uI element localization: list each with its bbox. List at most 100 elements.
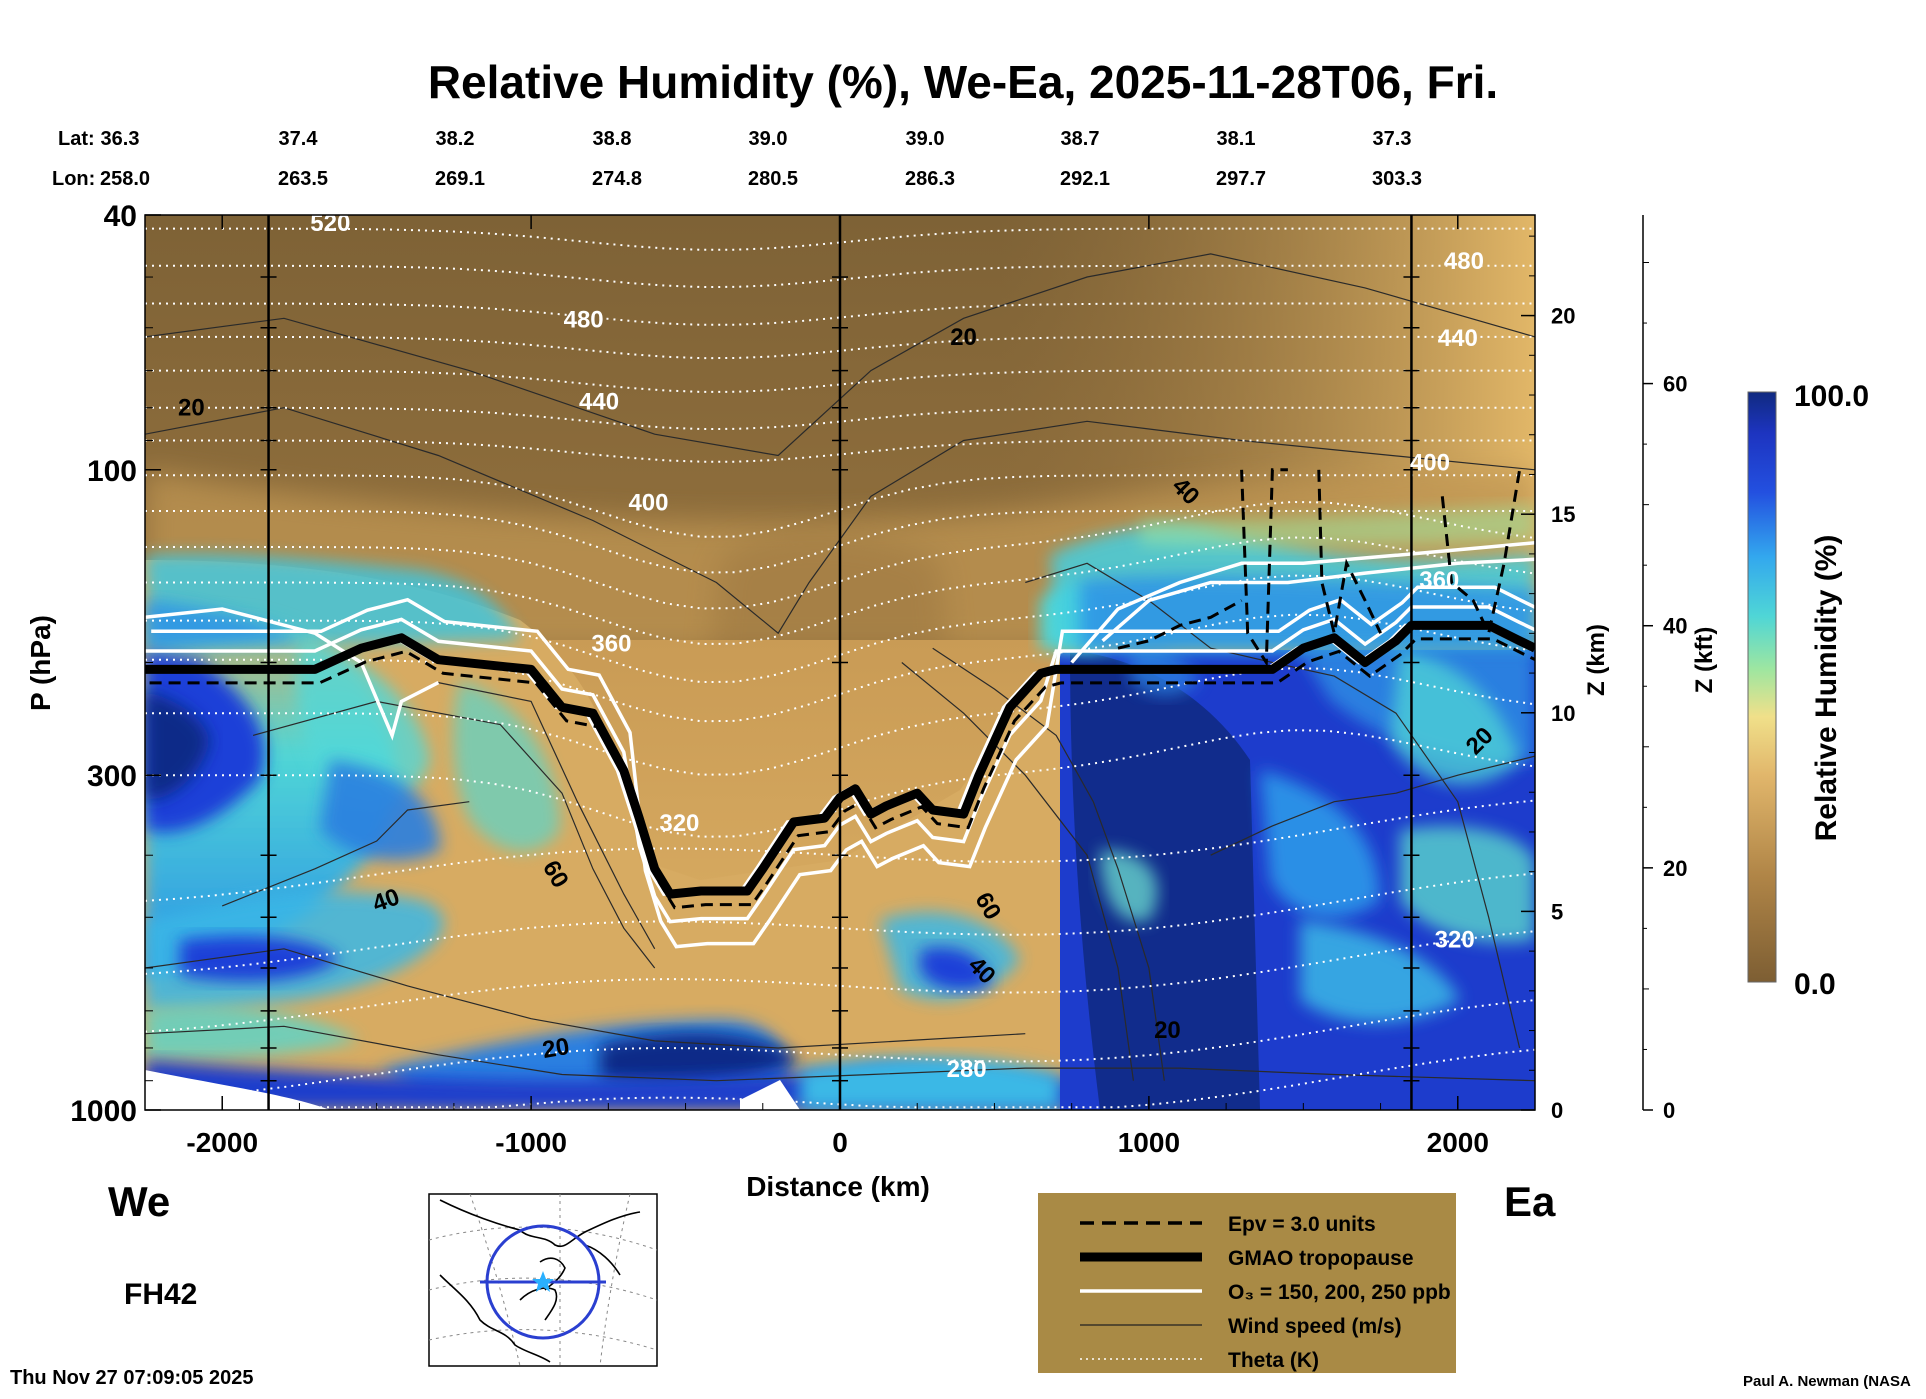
- pressure-axis: 40 100 300 1000: [70, 200, 161, 1128]
- z-km-tick-label: 10: [1551, 701, 1575, 726]
- colorbar: 100.0 0.0 Relative Humidity (%): [1747, 380, 1869, 1001]
- theta-contour: [145, 999, 1535, 1102]
- theta-label: 400: [1410, 449, 1450, 476]
- lat-value: 38.7: [1061, 128, 1100, 150]
- z-km-tick-label: 20: [1551, 304, 1575, 329]
- wind-contour: [221, 801, 470, 907]
- right-end-label: Ea: [1504, 1178, 1556, 1225]
- theta-label: 520: [310, 210, 350, 237]
- z-km-tick-label: 5: [1551, 899, 1563, 924]
- z-km-tick-label: 0: [1551, 1098, 1563, 1123]
- theta-contour: [145, 439, 1535, 463]
- x-tick-label: 0: [832, 1127, 848, 1158]
- theta-contour: [145, 510, 1535, 574]
- theta-label: 320: [659, 810, 699, 837]
- z-kft-tick-label: 60: [1663, 372, 1687, 397]
- theta-contour: [145, 799, 1535, 902]
- theta-contour: [145, 264, 1535, 289]
- lon-value: 286.3: [905, 168, 955, 190]
- epv-contour: [149, 637, 1535, 910]
- theta-label: 400: [628, 489, 668, 516]
- wind-contour: [145, 407, 1535, 635]
- epv-contours: [149, 468, 1535, 910]
- legend-label: Wind speed (m/s): [1228, 1315, 1402, 1338]
- wind-contour: [145, 1025, 1535, 1082]
- wind-contour: [1210, 755, 1535, 856]
- x-axis-label: Distance (km): [746, 1171, 930, 1202]
- lat-lon-labels: 36.3 37.4 38.2 38.8 39.0 39.0 38.7 38.1 37.3 258.…: [100, 128, 1422, 190]
- theta-contour: [145, 667, 1535, 776]
- colorbar-gradient: [1747, 391, 1777, 983]
- theta-label: 440: [1438, 325, 1478, 352]
- wind-label: 20: [1154, 1017, 1181, 1044]
- legend-label: GMAO tropopause: [1228, 1247, 1414, 1270]
- left-end-label: We: [108, 1178, 170, 1225]
- theta-contour: [145, 500, 1535, 610]
- y-axis-label: P (hPa): [25, 615, 56, 711]
- lat-value: 38.1: [1217, 128, 1256, 150]
- wind-speed-contours: [145, 253, 1535, 1082]
- p-tick-label: 40: [104, 200, 137, 233]
- theta-contour: [145, 406, 1535, 431]
- epv-contour: [1440, 469, 1522, 638]
- vertical-markers: [260, 215, 1420, 1110]
- x-tick-label: 1000: [1118, 1127, 1180, 1158]
- theta-contour: [145, 536, 1535, 646]
- p-tick-label: 300: [87, 760, 137, 793]
- epv-contour: [1117, 599, 1243, 650]
- wind-contour: [145, 948, 1026, 1049]
- legend-label: Epv = 3.0 units: [1228, 1213, 1376, 1236]
- colorbar-max-label: 100.0: [1794, 380, 1869, 413]
- wind-contour: [932, 647, 1165, 1081]
- x-tick-label: -1000: [495, 1127, 567, 1158]
- theta-contour: [145, 302, 1535, 326]
- z-km-axis: 0 5 10 15 20: [1521, 235, 1575, 1123]
- tropopause-line: [145, 620, 1535, 899]
- colorbar-min-label: 0.0: [1794, 968, 1836, 1001]
- lon-value: 269.1: [435, 168, 485, 190]
- theta-label: 440: [579, 389, 619, 416]
- theta-label: 480: [1444, 248, 1484, 275]
- theta-label: 480: [564, 306, 604, 333]
- theta-label: 320: [1435, 927, 1475, 954]
- coastline: [439, 1199, 641, 1363]
- ozone-contour: [1070, 540, 1535, 664]
- lon-value: 258.0: [100, 168, 150, 190]
- z-km-axis-label: Z (km): [1583, 624, 1610, 696]
- theta-contour: [145, 335, 1535, 360]
- forecast-hour: FH42: [124, 1278, 197, 1311]
- theta-contour: [145, 227, 1535, 251]
- timestamp: Thu Nov 27 07:09:05 2025: [10, 1367, 253, 1389]
- lon-value: 303.3: [1372, 168, 1422, 190]
- legend: Epv = 3.0 units GMAO tropopause O₃ = 150, …: [1038, 1193, 1456, 1373]
- lat-value: 38.2: [436, 128, 475, 150]
- epv-contour: [1240, 468, 1288, 668]
- z-kft-axis-label: Z (kft): [1691, 627, 1718, 694]
- lon-value: 274.8: [592, 168, 642, 190]
- theta-label: 360: [591, 630, 631, 657]
- legend-label: O₃ = 150, 200, 250 ppb: [1228, 1281, 1451, 1304]
- theta-contour: [145, 729, 1535, 838]
- lat-row-label: Lat:: [58, 128, 95, 150]
- credit: Paul A. Newman (NASA: [1743, 1373, 1911, 1390]
- z-kft-tick-label: 40: [1663, 614, 1687, 639]
- lon-value: 280.5: [748, 168, 798, 190]
- ozone-contour: [145, 605, 1535, 924]
- wind-label: 20: [178, 395, 205, 422]
- wind-label: 20: [950, 324, 977, 351]
- theta-contour: [145, 930, 1535, 1033]
- lat-value: 37.3: [1373, 128, 1412, 150]
- theta-contour: [145, 574, 1535, 684]
- map-center-star: [532, 1271, 554, 1292]
- theta-contour: [145, 872, 1535, 975]
- z-kft-tick-label: 0: [1663, 1098, 1675, 1123]
- p-tick-label: 1000: [70, 1095, 137, 1128]
- wind-label: 20: [540, 1033, 571, 1064]
- lon-value: 297.7: [1216, 168, 1266, 190]
- theta-label: 280: [947, 1056, 987, 1083]
- z-kft-axis: 0 20 40 60: [1642, 215, 1687, 1123]
- colorbar-title: Relative Humidity (%): [1810, 535, 1843, 842]
- legend-label: Theta (K): [1228, 1349, 1319, 1372]
- x-tick-label: -2000: [186, 1127, 258, 1158]
